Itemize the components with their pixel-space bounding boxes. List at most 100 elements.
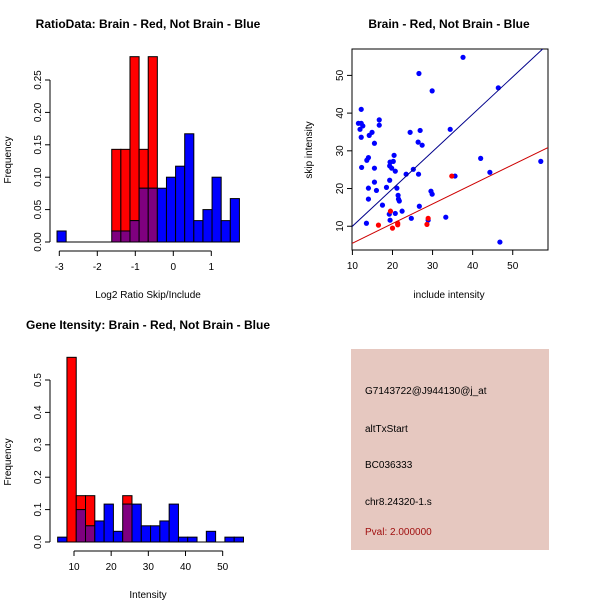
intensity-hist-x-tick-label: 50 [217, 562, 229, 573]
ratio-hist-x-tick-label: -3 [55, 262, 64, 273]
scatter-point-blue [373, 187, 380, 194]
ratio-hist-y-tick-label: 0.25 [33, 70, 44, 90]
intensity-hist-bar-overlap [122, 503, 133, 543]
intensity-hist-bar-blue [159, 520, 170, 543]
scatter-point-blue [376, 117, 382, 123]
scatter-point-blue [357, 126, 363, 132]
scatter-x-tick-label: 30 [427, 261, 439, 272]
scatter-point-blue [376, 122, 382, 128]
ratio-hist-bar-red [129, 56, 140, 222]
scatter-title: Brain - Red, Not Brain - Blue [368, 17, 530, 31]
scatter-ylabel: skip intensity [304, 121, 315, 178]
ratio-hist-bar-blue [184, 133, 195, 243]
scatter-point-blue [390, 158, 396, 164]
intensity-hist-bar-blue [140, 525, 152, 543]
ratio-hist-bar-blue [175, 165, 186, 243]
scatter-point-blue [416, 203, 422, 209]
intensity-hist-y-tick-label: 0.1 [33, 502, 44, 516]
intensity-hist-y-tick-label: 0.0 [33, 535, 44, 549]
ratio-hist-x-tick-label: -2 [93, 262, 102, 273]
scatter-y-tick-label: 50 [335, 69, 346, 81]
scatter-x-tick-label: 10 [347, 261, 359, 272]
probe-id: G7143722@J944130@j_at [365, 386, 487, 397]
intensity-hist-bar-blue [205, 530, 217, 543]
scatter-x-tick-label: 40 [467, 261, 479, 272]
scatter-point-blue [371, 140, 378, 146]
scatter-point-blue [415, 139, 421, 145]
scatter-point-blue [387, 177, 393, 183]
ratio-hist-x-tick-label: -1 [131, 262, 140, 273]
scatter-point-blue [415, 171, 422, 177]
scatter-point-blue [358, 134, 364, 140]
scatter-point-blue [364, 157, 370, 163]
intensity-hist-bar-blue [224, 536, 235, 543]
scatter-point-red [375, 222, 382, 228]
intensity-hist-bar-overlap [75, 509, 87, 543]
scatter-point-blue [392, 168, 398, 174]
scatter-point-blue [395, 192, 401, 198]
ratio-hist-bar-blue [193, 220, 204, 243]
scatter-point-blue [366, 132, 372, 138]
intensity-hist-y-tick-label: 0.4 [33, 405, 44, 419]
scatter-point-red [389, 225, 396, 231]
ratio-hist-bar-red [120, 148, 131, 232]
scatter-point-blue [419, 142, 425, 148]
intensity-hist-bar-red [85, 495, 96, 527]
intensity-hist-x-tick-label: 20 [106, 562, 118, 573]
intensity-hist-x-tick-label: 10 [68, 562, 80, 573]
scatter-y-tick-label: 40 [335, 107, 346, 119]
intensity-hist-x-tick-label: 40 [180, 562, 192, 573]
ratio-hist-bar-overlap [138, 187, 149, 243]
ratio-hist-ylabel: Frequency [3, 136, 14, 183]
scatter-point-blue [443, 214, 449, 220]
scatter-point-blue [365, 196, 372, 202]
ratio-hist-bar-blue [211, 176, 222, 243]
scatter-point-red [425, 215, 431, 221]
scatter-point-blue [359, 164, 365, 171]
scatter-point-blue [497, 239, 503, 245]
intensity-hist-title: Gene Itensity: Brain - Red, Not Brain - … [26, 318, 270, 332]
scatter-point-blue [391, 152, 397, 158]
scatter-point-blue [371, 179, 378, 185]
intensity-hist-bar-blue [150, 525, 161, 543]
intensity-hist-bar-blue [112, 530, 124, 543]
scatter-point-blue [392, 210, 398, 217]
intensity-hist-y-tick-label: 0.5 [33, 373, 44, 387]
scatter-point-blue [460, 54, 466, 60]
intensity-hist-bar-blue [168, 503, 179, 543]
intensity-hist-bar-red [66, 356, 77, 543]
intensity-hist-bar-overlap [85, 525, 96, 543]
ratio-hist-bar-blue [56, 230, 67, 243]
ratio-hist-bar-overlap [111, 230, 122, 243]
intensity-hist-bar-blue [177, 536, 189, 543]
scatter-point-blue [363, 220, 370, 226]
scatter-point-blue [447, 126, 453, 132]
scatter-point-blue [416, 70, 422, 77]
ratio-hist-x-tick-label: 1 [209, 262, 215, 273]
ratio-hist-bar-red [111, 148, 122, 232]
intensity-hist-y-tick-label: 0.3 [33, 437, 44, 451]
scatter-point-red [449, 173, 455, 179]
ratio-hist-x-tick-label: 0 [171, 262, 177, 273]
scatter-point-blue [383, 184, 390, 190]
ratio-hist-bar-overlap [129, 220, 140, 243]
scatter-point-blue [407, 129, 413, 135]
ratio-hist-xlabel: Log2 Ratio Skip/Include [95, 290, 201, 301]
scatter-x-tick-label: 20 [387, 261, 399, 272]
ratio-hist-y-tick-label: 0.05 [33, 199, 44, 219]
scatter-y-tick-label: 30 [335, 145, 346, 157]
ratio-hist-bar-blue [220, 220, 231, 243]
ratio-hist-y-tick-label: 0.00 [33, 232, 44, 252]
scatter-point-blue [478, 155, 484, 161]
scatter-point-blue [495, 85, 501, 91]
intensity-hist-bar-blue [131, 503, 142, 543]
ratio-hist-bar-blue [229, 198, 240, 243]
ratio-hist-bar-red [147, 56, 158, 189]
intensity-hist-bar-red [122, 495, 133, 505]
ratio-hist-bar-blue [202, 209, 213, 243]
scatter-point-blue [396, 198, 402, 204]
scatter-xlabel: include intensity [413, 290, 484, 301]
intensity-hist-bar-blue [94, 520, 105, 543]
scatter-point-blue [389, 165, 395, 171]
